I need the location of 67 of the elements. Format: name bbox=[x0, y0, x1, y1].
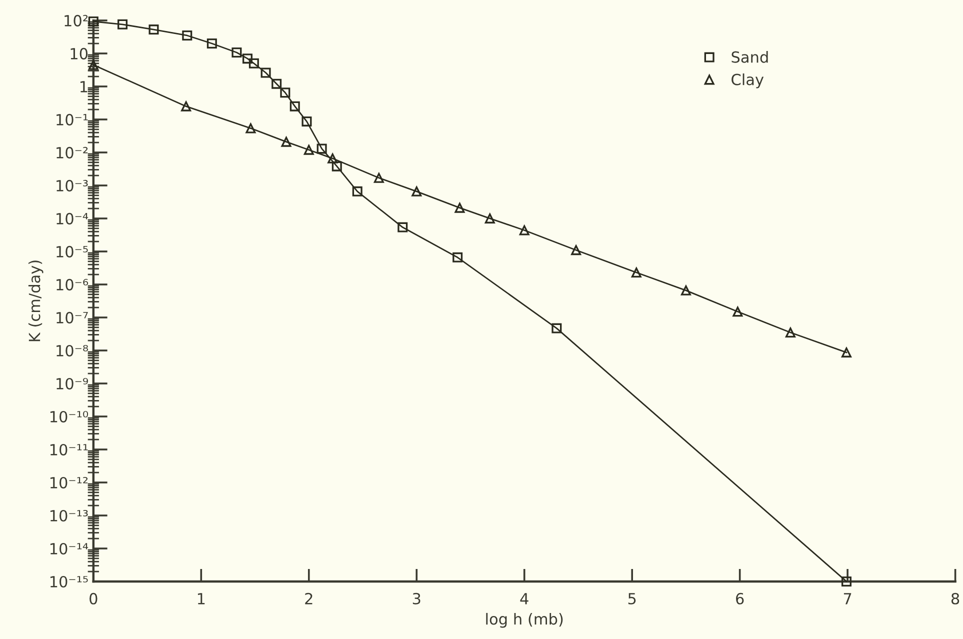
x-tick-label: 7 bbox=[844, 593, 852, 604]
x-tick-label: 3 bbox=[412, 592, 420, 604]
point bbox=[785, 328, 796, 338]
legend-label: Clay bbox=[732, 73, 764, 88]
point bbox=[412, 186, 422, 196]
point bbox=[118, 19, 128, 30]
point bbox=[732, 306, 743, 317]
legend-label: Sand bbox=[732, 51, 768, 63]
y-tick-label: 10⁻⁶ bbox=[56, 278, 88, 290]
point bbox=[260, 68, 271, 78]
y-tick-label: 10⁻⁷ bbox=[56, 312, 88, 324]
y-tick-label: 10⁻¹³ bbox=[50, 510, 88, 522]
point bbox=[206, 38, 217, 49]
x-tick-label: 6 bbox=[736, 592, 744, 604]
point bbox=[454, 202, 465, 213]
y-tick-label: 10⁻¹¹ bbox=[50, 444, 88, 456]
y-tick-label: 10⁻¹⁵ bbox=[50, 576, 88, 588]
point bbox=[316, 144, 327, 154]
point bbox=[552, 323, 562, 334]
point bbox=[680, 285, 691, 296]
point bbox=[304, 144, 314, 155]
x-tick-label: 5 bbox=[628, 593, 636, 604]
point bbox=[841, 576, 852, 586]
y-tick-label: 10⁻⁴ bbox=[56, 212, 88, 224]
y-tick-label: 10⁻⁸ bbox=[56, 344, 88, 356]
point bbox=[328, 153, 338, 164]
point bbox=[332, 161, 342, 172]
point bbox=[181, 101, 192, 112]
point bbox=[246, 123, 256, 134]
point bbox=[242, 54, 252, 64]
point bbox=[631, 268, 642, 278]
point bbox=[280, 88, 290, 98]
y-tick-label: 10⁻⁹ bbox=[56, 378, 88, 390]
x-tick-label: 2 bbox=[305, 592, 312, 604]
y-tick-label: 10⁻⁵ bbox=[56, 246, 88, 258]
point bbox=[302, 116, 312, 126]
y-tick-label: 10⁻¹⁴ bbox=[50, 542, 88, 555]
point bbox=[148, 24, 159, 35]
point bbox=[374, 172, 384, 183]
y-tick-label: 10⁻³ bbox=[56, 180, 88, 192]
point bbox=[484, 213, 495, 224]
x-tick-label: 4 bbox=[520, 593, 528, 604]
point bbox=[519, 225, 530, 236]
point bbox=[281, 136, 292, 147]
point bbox=[352, 186, 362, 196]
point bbox=[290, 101, 300, 112]
y-tick-label: 10⁻² bbox=[56, 146, 88, 158]
y-axis-title: K (cm/day) bbox=[28, 260, 44, 342]
x-axis-title: log h (mb) bbox=[486, 612, 563, 628]
x-tick-label: 0 bbox=[90, 592, 98, 604]
y-tick-label: 10² bbox=[64, 14, 88, 26]
x-tick-label: 8 bbox=[951, 592, 960, 604]
point bbox=[272, 78, 282, 89]
point bbox=[452, 252, 463, 262]
y-tick-label: 1 bbox=[80, 81, 88, 92]
point bbox=[248, 58, 259, 68]
point bbox=[571, 245, 582, 256]
point bbox=[841, 347, 852, 358]
point bbox=[232, 47, 242, 58]
y-tick-label: 10⁻¹⁰ bbox=[50, 410, 88, 422]
point bbox=[88, 60, 98, 70]
y-tick-label: 10⁻¹² bbox=[50, 476, 88, 489]
y-tick-label: 10⁻¹ bbox=[56, 114, 88, 126]
x-tick-label: 1 bbox=[198, 593, 205, 604]
y-tick-label: 10 bbox=[70, 48, 88, 60]
point bbox=[398, 222, 408, 232]
point bbox=[182, 30, 192, 40]
